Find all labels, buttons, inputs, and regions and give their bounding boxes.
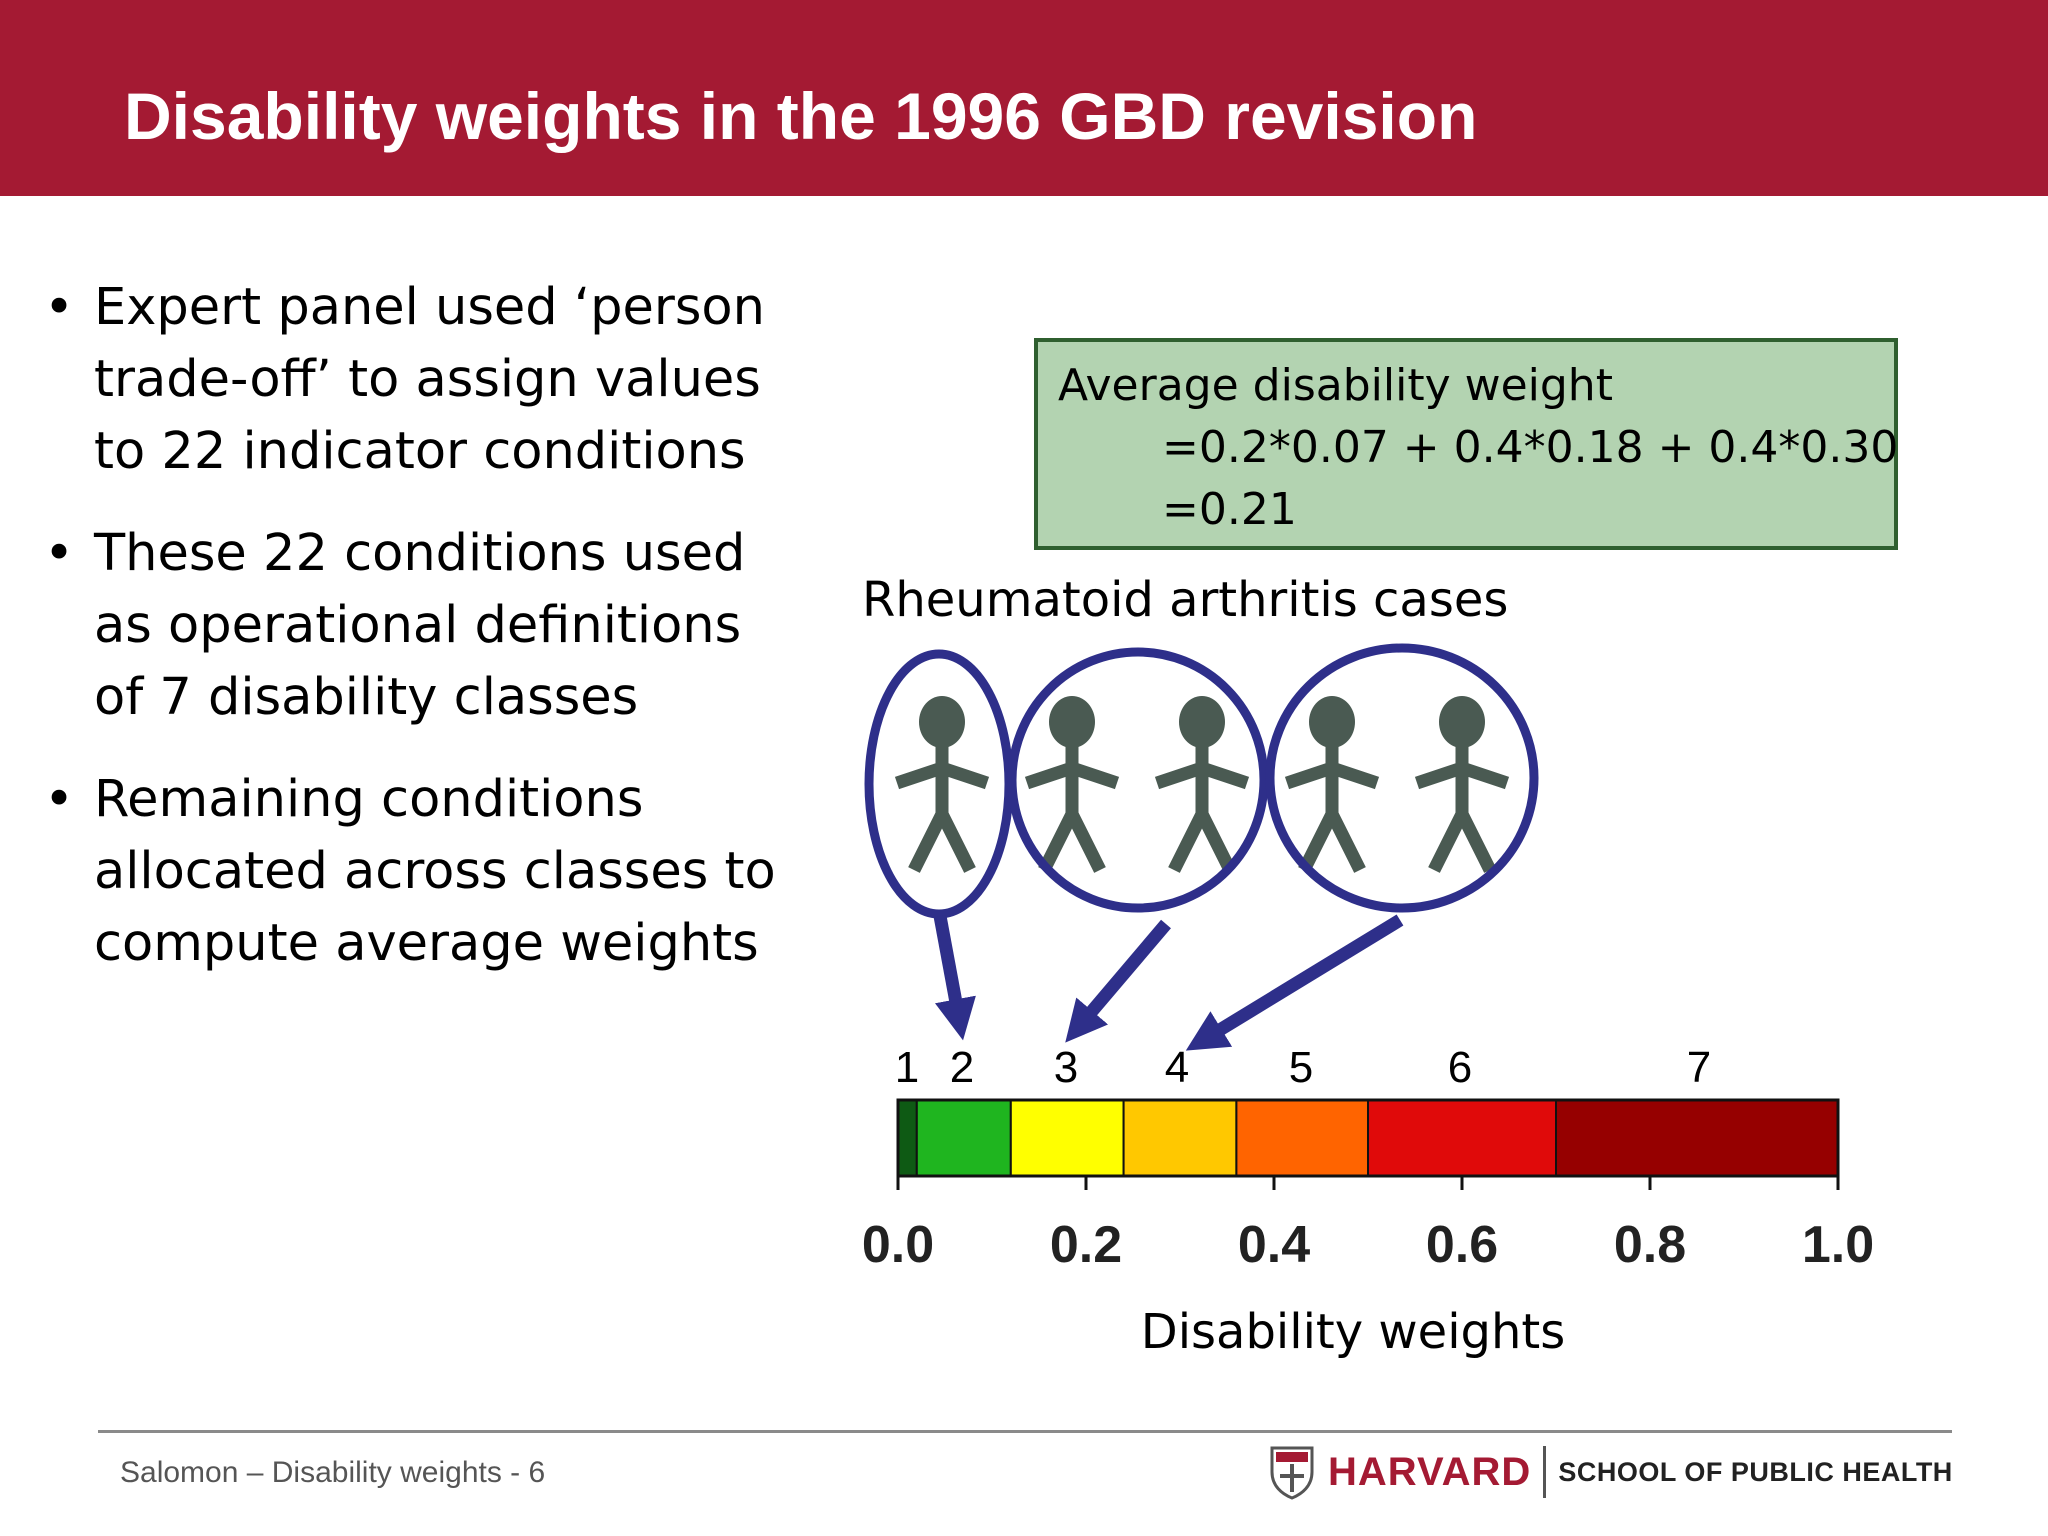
- formula-box: Average disability weight =0.2*0.07 + 0.…: [1034, 338, 1898, 550]
- class-segment-6: [1367, 1099, 1557, 1177]
- person-icon: [1284, 696, 1380, 873]
- class-number-label: 2: [950, 1043, 974, 1092]
- bullet-line: as operational definitions: [94, 596, 742, 655]
- slide-title: Disability weights in the 1996 GBD revis…: [124, 79, 1478, 153]
- class-number-label: 7: [1687, 1043, 1711, 1092]
- bullet-dot-icon: •: [44, 524, 75, 583]
- tick-label: 0.0: [862, 1216, 934, 1274]
- title-bar: Disability weights in the 1996 GBD revis…: [0, 0, 2048, 196]
- group-ring: [1265, 643, 1539, 913]
- tick-label: 0.4: [1238, 1216, 1310, 1274]
- class-number-label: 3: [1054, 1043, 1078, 1092]
- class-segment-7: [1555, 1099, 1839, 1177]
- class-segment-4: [1122, 1099, 1238, 1177]
- bullet-line: allocated across classes to: [94, 842, 776, 901]
- footer-text: Salomon – Disability weights - 6: [120, 1456, 546, 1489]
- mapping-arrow: [1065, 919, 1171, 1043]
- tick-label: 0.2: [1050, 1216, 1122, 1274]
- footer-divider: [98, 1430, 1952, 1433]
- bullet-line: trade-off’ to assign values: [94, 350, 761, 409]
- person-icon: [1414, 696, 1510, 873]
- logo-separator: [1543, 1446, 1547, 1498]
- class-number-label: 6: [1448, 1043, 1472, 1092]
- formula-title: Average disability weight: [1058, 360, 1613, 411]
- harvard-logo: HARVARD SCHOOL OF PUBLIC HEALTH: [1268, 1442, 1953, 1502]
- tick-label: 1.0: [1802, 1216, 1874, 1274]
- tick-label: 0.8: [1614, 1216, 1686, 1274]
- bullet-line: Remaining conditions: [94, 770, 644, 829]
- person-icon: [1154, 696, 1250, 873]
- person-icon: [894, 696, 990, 873]
- bullet-dot-icon: •: [44, 278, 75, 337]
- class-number-label: 1: [895, 1043, 919, 1092]
- class-segment-1: [897, 1099, 918, 1177]
- mapping-arrow: [1185, 914, 1404, 1051]
- bullet-item: • Remaining conditions allocated across …: [40, 764, 800, 980]
- bullet-item: • Expert panel used ‘person trade-off’ t…: [40, 272, 800, 488]
- class-segment-2: [915, 1099, 1012, 1177]
- class-number-label: 5: [1289, 1043, 1313, 1092]
- bullet-line: compute average weights: [94, 914, 759, 973]
- bullet-dot-icon: •: [44, 770, 75, 829]
- formula-line: =0.2*0.07 + 0.4*0.18 + 0.4*0.30: [1162, 422, 1899, 473]
- bullet-list: • Expert panel used ‘person trade-off’ t…: [40, 272, 800, 1010]
- ra-cases-label: Rheumatoid arthritis cases: [862, 572, 1509, 628]
- bullet-line: of 7 disability classes: [94, 668, 639, 727]
- tick-label: 0.6: [1426, 1216, 1498, 1274]
- person-icon: [1024, 696, 1120, 873]
- bullet-line: Expert panel used ‘person: [94, 278, 765, 337]
- bullet-item: • These 22 conditions used as operationa…: [40, 518, 800, 734]
- bullet-line: to 22 indicator conditions: [94, 422, 746, 481]
- class-number-label: 4: [1165, 1043, 1189, 1092]
- formula-result: =0.21: [1162, 484, 1297, 535]
- mapping-arrow: [933, 914, 976, 1041]
- group-ring: [1007, 647, 1269, 913]
- bullet-line: These 22 conditions used: [94, 524, 746, 583]
- class-segment-5: [1235, 1099, 1370, 1177]
- axis-label: Disability weights: [1141, 1304, 1566, 1360]
- logo-school-name: SCHOOL OF PUBLIC HEALTH: [1558, 1456, 1953, 1487]
- class-segment-3: [1009, 1099, 1125, 1177]
- logo-harvard-word: HARVARD: [1328, 1449, 1532, 1494]
- harvard-shield-icon: [1270, 1446, 1314, 1500]
